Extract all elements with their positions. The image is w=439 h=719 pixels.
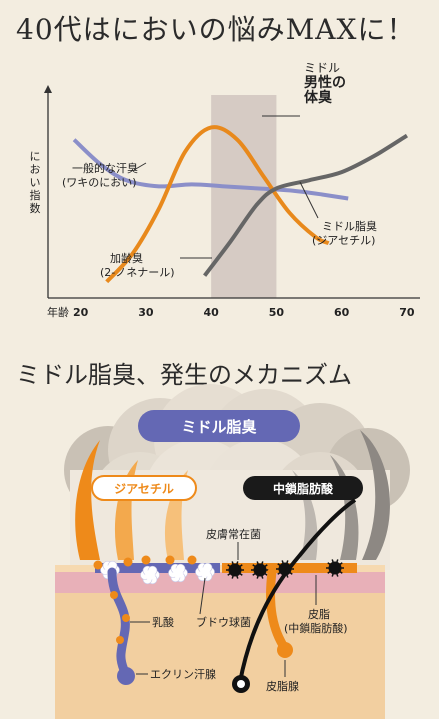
- x-tick-label: 50: [269, 306, 285, 319]
- x-tick-label: 70: [399, 306, 415, 319]
- staph-bacteria-icon: [140, 565, 160, 585]
- mcfa-badge: [243, 476, 363, 500]
- mcfa-badge-label: 中鎖脂肪酸: [273, 481, 334, 496]
- x-tick-label: 60: [334, 306, 350, 319]
- series-line-diacetyl: [105, 125, 330, 284]
- skin-epidermis: [55, 571, 385, 593]
- staph-bacteria-icon: [195, 562, 215, 582]
- label-sebaceous-gland: 皮脂腺: [266, 679, 299, 693]
- annotation-middle-male-odor: 男性の: [304, 74, 346, 91]
- lactic-acid-dot: [110, 591, 118, 599]
- y-axis-arrow-icon: [44, 85, 52, 93]
- y-axis-label-char: お: [30, 163, 41, 176]
- eccrine-gland-icon: [117, 667, 135, 685]
- x-tick-label: 40: [204, 306, 220, 319]
- sebaceous-gland-icon: [277, 642, 293, 658]
- y-axis-label-char: 指: [30, 188, 41, 202]
- label-lactic-acid: 乳酸: [152, 615, 174, 629]
- skin-bacteria-icon: [276, 560, 294, 578]
- odor-cloud: [64, 384, 410, 570]
- label-skin-bacteria: 皮膚常在菌: [206, 527, 261, 541]
- lactic-acid-dot: [187, 555, 197, 565]
- x-axis-label: 年齢: [47, 305, 69, 319]
- series-label-diacetyl: (ジアセチル): [312, 234, 375, 247]
- y-axis-label-char: に: [30, 150, 41, 163]
- series-line-nonenal: [203, 133, 409, 277]
- hair-icon: [238, 498, 357, 683]
- sebum-surface: [222, 563, 357, 573]
- skin-bacteria-icon: [226, 561, 244, 579]
- lactic-acid-dot: [93, 560, 103, 570]
- series-label-nonenal: 加齢臭: [110, 251, 143, 265]
- series-label-sweat: (ワキのにおい): [62, 176, 137, 189]
- y-axis-label-char: い: [30, 176, 41, 189]
- leader-line-diacetyl: [299, 181, 319, 219]
- sebaceous-duct: [266, 567, 291, 655]
- label-sebum: 皮脂: [308, 607, 330, 621]
- section-title: ミドル脂臭、発生のメカニズム: [16, 361, 352, 389]
- x-tick-label: 20: [73, 306, 89, 319]
- skin-surface: [55, 565, 385, 572]
- annotation-middle-male-odor: 体臭: [304, 89, 333, 106]
- x-tick-label: 30: [138, 306, 154, 319]
- diacetyl-badge: [91, 475, 197, 501]
- diacetyl-badge-label: ジアセチル: [114, 482, 174, 496]
- lactic-acid-dot: [141, 555, 151, 565]
- lactic-acid-dot: [165, 555, 175, 565]
- series-label-sweat: 一般的な汗臭: [72, 161, 138, 175]
- skin-bacteria-icon: [326, 559, 344, 577]
- sweat-duct: [107, 567, 130, 675]
- leader-staph: [199, 577, 206, 615]
- cloud-title-badge: [138, 410, 300, 442]
- staph-bacteria-icon: [100, 560, 120, 580]
- skin-dermis: [55, 565, 385, 719]
- page-title: 40代はにおいの悩みMAXに！: [16, 13, 416, 46]
- series-label-diacetyl: ミドル脂臭: [322, 219, 377, 233]
- leader-line-sweat: [133, 162, 147, 171]
- staph-bacteria-icon: [168, 563, 188, 583]
- lactic-acid-dot: [123, 557, 133, 567]
- annotation-middle-male-odor: ミドル: [304, 61, 340, 75]
- skin-bacteria-icon: [251, 561, 269, 579]
- series-label-nonenal: (2-ノネナール): [100, 266, 175, 279]
- hair-bulb-icon: [232, 675, 250, 693]
- lactic-acid-dot: [116, 636, 124, 644]
- label-eccrine-gland: エクリン汗腺: [150, 667, 216, 681]
- lactic-acid-dot: [122, 614, 130, 622]
- y-axis-label-char: 数: [30, 202, 41, 215]
- label-staph: ブドウ球菌: [196, 615, 251, 629]
- cloud-title-label: ミドル脂臭: [181, 418, 256, 436]
- sweat-surface: [95, 563, 220, 573]
- series-line-sweat: [72, 138, 349, 201]
- label-sebum: (中鎖脂肪酸): [284, 621, 348, 635]
